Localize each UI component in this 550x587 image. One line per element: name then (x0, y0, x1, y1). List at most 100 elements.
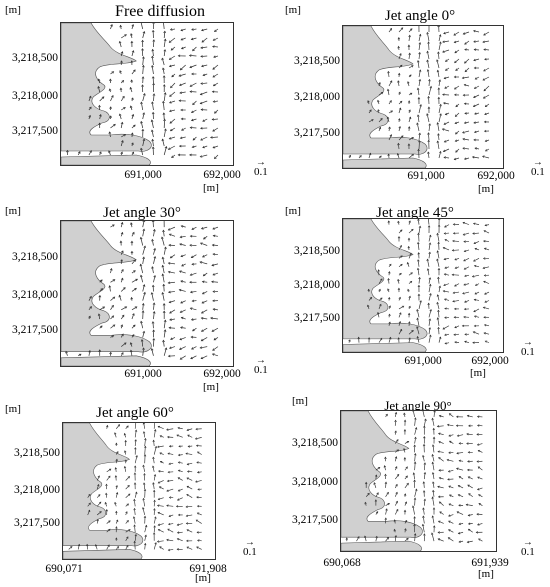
flow-arrow (408, 296, 411, 301)
flow-arrow-head (454, 50, 457, 54)
flow-arrow-head (483, 332, 486, 335)
flow-arrow-head (199, 92, 203, 96)
flow-arrow (439, 415, 444, 418)
flow-arrow (378, 278, 383, 284)
flow-arrow-head (154, 516, 157, 519)
flow-arrow-head (134, 533, 138, 537)
flow-arrow-head (411, 228, 414, 232)
flow-arrow (197, 451, 202, 455)
vector-field-canvas (343, 219, 490, 352)
flow-arrow-head (212, 227, 215, 230)
flow-arrow (368, 297, 372, 301)
flow-arrow (394, 509, 399, 515)
flow-arrow (484, 112, 490, 115)
flow-arrow (474, 147, 480, 150)
flow-arrow (422, 455, 425, 462)
flow-arrow-head (380, 297, 383, 300)
flow-arrow-head (139, 236, 143, 240)
flow-arrow (97, 86, 101, 93)
flow-arrow-head (423, 498, 427, 501)
flow-arrow-head (153, 473, 157, 477)
flow-arrow-head (368, 152, 372, 156)
flow-arrow (200, 355, 208, 359)
flow-arrow (99, 306, 105, 311)
flow-arrow (408, 337, 411, 343)
flow-arrow-head (422, 481, 426, 484)
flow-arrow-head (122, 95, 125, 99)
flow-arrow-head (130, 296, 134, 300)
flow-arrow (186, 529, 193, 533)
flow-arrow-head (196, 496, 199, 499)
flow-arrow-head (211, 353, 215, 356)
flow-arrow-head (482, 257, 486, 260)
flow-arrow-head (142, 347, 145, 350)
flow-arrow (201, 37, 208, 43)
flow-arrow-head (196, 512, 200, 515)
flow-arrow (464, 58, 470, 64)
scale-vector: → 0.1 (254, 157, 268, 179)
flow-arrow (453, 31, 460, 36)
flow-arrow-head (196, 505, 200, 508)
flow-arrow (439, 501, 444, 506)
flow-arrow-head (130, 79, 134, 82)
flow-arrow (388, 110, 393, 114)
flow-arrow (110, 305, 114, 311)
flow-arrow-head (162, 339, 165, 343)
flow-arrow-head (135, 455, 138, 458)
flow-arrow-head (473, 121, 476, 124)
flow-arrow (388, 337, 392, 343)
flow-arrow-head (166, 489, 169, 492)
flow-arrow (68, 546, 73, 550)
flow-arrow-head (151, 138, 155, 142)
flow-arrow (463, 31, 470, 35)
flow-arrow-head (114, 501, 117, 505)
flow-arrow (120, 342, 127, 347)
flow-arrow (195, 437, 202, 440)
flow-arrow-head (466, 540, 470, 544)
flow-arrow (157, 445, 164, 448)
flow-arrow (152, 465, 155, 472)
flow-arrow (162, 340, 165, 347)
flow-arrow (186, 477, 193, 481)
flow-arrow (407, 262, 410, 267)
flow-arrow-head (196, 471, 200, 474)
flow-arrow (212, 272, 219, 276)
flow-arrow-head (438, 476, 442, 480)
flow-arrow-head (454, 341, 457, 344)
flow-arrow (166, 505, 174, 507)
flow-arrow-head (168, 496, 172, 499)
flow-arrow-head (428, 242, 432, 245)
flow-arrow-head (428, 283, 432, 287)
flow-arrow (190, 291, 197, 293)
flow-arrow-head (398, 125, 401, 129)
panel-title: Jet angle 45° (376, 205, 454, 221)
flow-arrow-head (105, 492, 108, 496)
flow-arrow-head (159, 461, 163, 464)
flow-arrow (455, 148, 460, 153)
flow-arrow-head (201, 280, 205, 284)
x-tick-label: 690,071 (45, 563, 83, 575)
flow-arrow-head (164, 246, 167, 250)
flow-arrow-head (397, 80, 400, 83)
flow-arrow-head (89, 150, 92, 153)
flow-arrow (388, 28, 392, 33)
flow-arrow (448, 514, 454, 517)
flow-arrow-head (400, 229, 403, 232)
flow-arrow-head (442, 50, 445, 53)
flow-arrow (170, 82, 176, 89)
flow-arrow-head (116, 519, 119, 522)
flow-arrow-head (189, 234, 193, 238)
panel-title: Jet angle 60° (96, 405, 174, 421)
flow-arrow-head (143, 454, 147, 457)
flow-arrow (423, 499, 426, 506)
flow-arrow-head (200, 317, 204, 320)
flow-arrow (140, 23, 144, 30)
flow-arrow-head (422, 443, 426, 447)
panel-title: Jet angle 0° (384, 8, 456, 24)
flow-arrow (170, 254, 176, 259)
flow-arrow-head (211, 263, 215, 267)
flow-arrow-head (441, 128, 445, 131)
flow-arrow-head (442, 290, 446, 293)
flow-arrow-head (88, 114, 91, 118)
flow-arrow-head (142, 330, 146, 334)
